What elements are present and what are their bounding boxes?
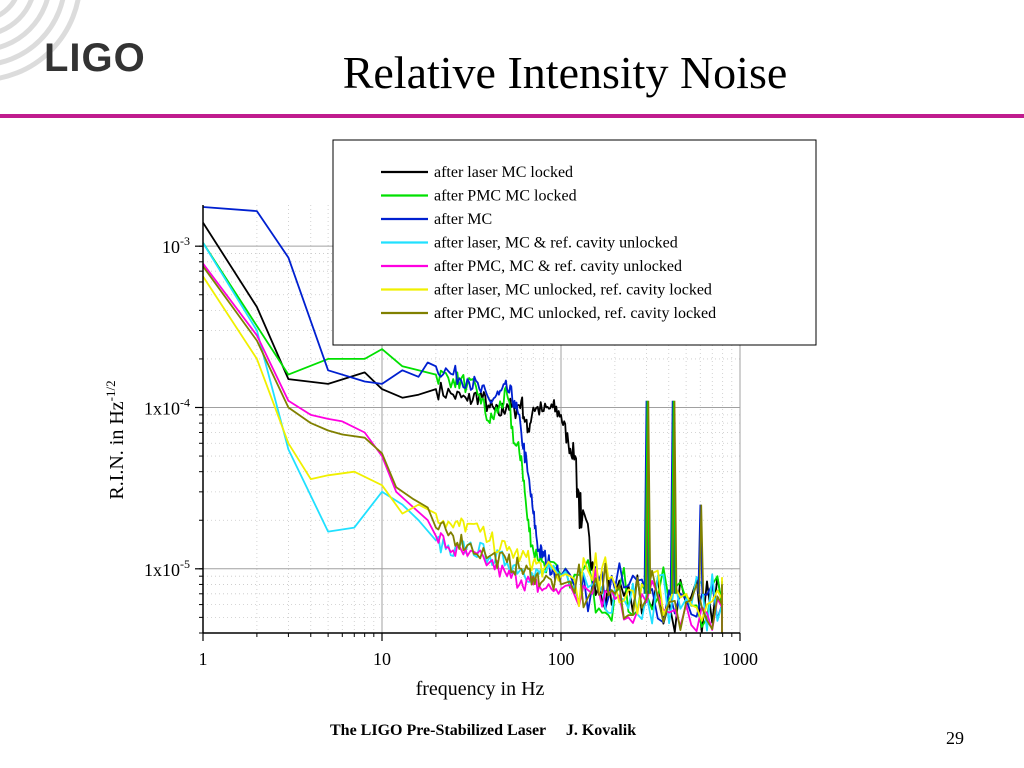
x-tick-label: 1 xyxy=(199,649,208,669)
y-tick-label-base: 1x10 xyxy=(144,560,180,580)
spectral-peak-2 xyxy=(697,504,704,594)
legend-label-6: after PMC, MC unlocked, ref. cavity lock… xyxy=(434,305,716,322)
page-number: 29 xyxy=(946,728,964,748)
series-line-6 xyxy=(202,265,723,634)
y-tick-label-exponent: -4 xyxy=(180,395,190,409)
y-tick-label-base: 1x10 xyxy=(144,398,180,418)
legend-label-0: after laser MC locked xyxy=(434,164,573,181)
y-tick-label: 1x10-4 xyxy=(144,395,190,418)
spectral-peak-0 xyxy=(644,400,651,594)
slide-title: Relative Intensity Noise xyxy=(342,47,788,98)
legend-label-3: after laser, MC & ref. cavity unlocked xyxy=(434,235,678,252)
x-tick-label: 1000 xyxy=(722,649,758,669)
spectral-peak-0 xyxy=(645,400,652,594)
y-tick-label: 10-3 xyxy=(162,234,190,257)
svg-text:R.I.N. in Hz-1/2: R.I.N. in Hz-1/2 xyxy=(103,380,128,499)
y-tick-label-exponent: -5 xyxy=(180,557,190,571)
series-line-5 xyxy=(202,275,723,622)
y-axis-label: R.I.N. in Hz-1/2 xyxy=(103,380,128,499)
y-axis-label-main: R.I.N. in Hz xyxy=(106,401,128,499)
legend: after laser MC locked after PMC MC locked… xyxy=(332,139,817,346)
series-line-0 xyxy=(202,222,723,634)
legend-label-5: after laser, MC unlocked, ref. cavity lo… xyxy=(434,282,712,299)
series-layer xyxy=(202,206,723,634)
logo-text: LIGO xyxy=(44,36,146,80)
y-tick-label-base: 10 xyxy=(162,237,180,257)
spectral-peak-2 xyxy=(698,504,705,594)
legend-label-2: after MC xyxy=(434,211,492,228)
footer-text: The LIGO Pre-Stabilized Laser J. Kovalik xyxy=(330,722,637,739)
y-axis-label-exponent: -1/2 xyxy=(103,380,118,401)
x-axis-label: frequency in Hz xyxy=(416,678,545,700)
x-tick-label: 10 xyxy=(373,649,391,669)
x-tick-label: 100 xyxy=(548,649,575,669)
spectral-peak-1 xyxy=(670,400,677,594)
legend-label-1: after PMC MC locked xyxy=(434,188,577,205)
title-rule xyxy=(0,114,1024,118)
tick-marks xyxy=(195,245,741,641)
y-tick-label-exponent: -3 xyxy=(180,234,190,248)
legend-label-4: after PMC, MC & ref. cavity unlocked xyxy=(434,258,682,275)
axes xyxy=(202,205,740,634)
spectral-peak-1 xyxy=(671,400,678,594)
y-tick-label: 1x10-5 xyxy=(144,557,190,580)
series-line-2 xyxy=(202,206,723,634)
